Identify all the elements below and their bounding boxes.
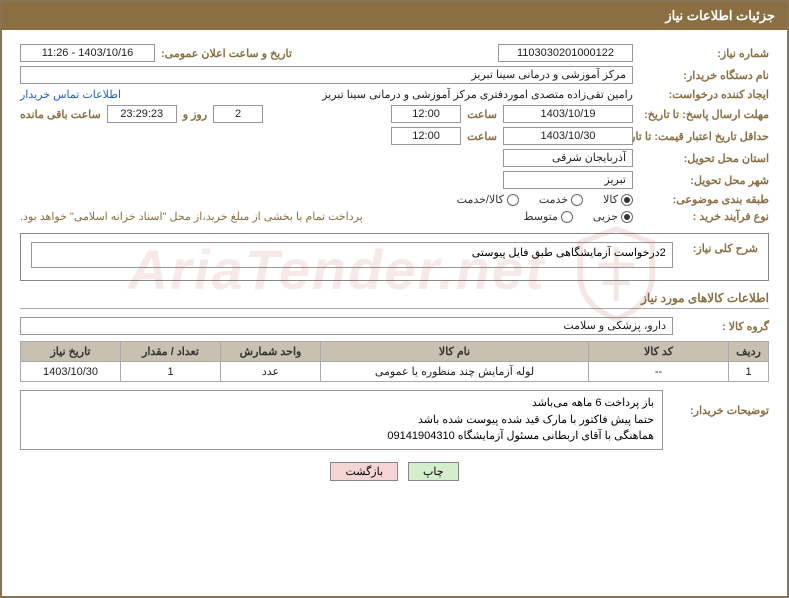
table-cell: لوله آزمایش چند منظوره یا عمومی — [321, 362, 589, 382]
table-header: نام کالا — [321, 342, 589, 362]
back-button[interactable]: بازگشت — [330, 462, 398, 481]
group-field: دارو، پزشکی و سلامت — [20, 317, 673, 335]
validity-date-field: 1403/10/30 — [503, 127, 633, 145]
table-header: ردیف — [729, 342, 769, 362]
radio-label: خدمت — [539, 193, 568, 206]
radio-label: متوسط — [523, 210, 558, 223]
desc-line: هماهنگی با آقای اربطانی مسئول آزمایشگاه … — [29, 428, 654, 445]
radio-label: کالا/خدمت — [457, 193, 504, 206]
process-option[interactable]: متوسط — [523, 210, 573, 223]
button-row: چاپ بازگشت — [20, 462, 769, 481]
radio-icon[interactable] — [561, 211, 573, 223]
table-cell: 1403/10/30 — [21, 362, 121, 382]
deadline-label: مهلت ارسال پاسخ: تا تاریخ: — [639, 108, 769, 121]
radio-icon[interactable] — [507, 194, 519, 206]
validity-label: حداقل تاریخ اعتبار قیمت: تا تاریخ: — [639, 130, 769, 143]
process-label: نوع فرآیند خرید : — [639, 210, 769, 223]
category-option[interactable]: کالا/خدمت — [457, 193, 519, 206]
page-title: جزئیات اطلاعات نیاز — [2, 2, 787, 30]
process-note: پرداخت تمام یا بخشی از مبلغ خرید،از محل … — [20, 210, 363, 223]
deadline-date-field: 1403/10/19 — [503, 105, 633, 123]
radio-icon[interactable] — [621, 211, 633, 223]
table-cell: عدد — [221, 362, 321, 382]
category-option[interactable]: خدمت — [539, 193, 583, 206]
buyer-desc-label: توضیحات خریدار: — [669, 390, 769, 417]
main-frame: جزئیات اطلاعات نیاز شماره نیاز: 11030302… — [0, 0, 789, 598]
days-word: روز و — [183, 108, 207, 121]
table-header: کد کالا — [589, 342, 729, 362]
category-radio-group: کالا خدمت کالا/خدمت — [457, 193, 633, 206]
desc-line: حتما پیش فاکتور با مارک قید شده پیوست شد… — [29, 412, 654, 429]
deadline-time-field: 12:00 — [391, 105, 461, 123]
radio-icon[interactable] — [621, 194, 633, 206]
category-option[interactable]: کالا — [603, 193, 633, 206]
group-label: گروه کالا : — [679, 320, 769, 333]
buyer-desc-box: باز پرداخت 6 ماهه می‌باشدحتما پیش فاکتور… — [20, 390, 663, 450]
table-cell: 1 — [121, 362, 221, 382]
summary-text: 2درخواست آزمایشگاهی طبق فایل پیوستی — [31, 242, 673, 268]
radio-label: جزیی — [593, 210, 618, 223]
buyer-org-field: مرکز آموزشی و درمانی سینا تبریز — [20, 66, 633, 84]
items-table: ردیفکد کالانام کالاواحد شمارشتعداد / مقد… — [20, 341, 769, 382]
process-option[interactable]: جزیی — [593, 210, 633, 223]
radio-label: کالا — [603, 193, 618, 206]
table-header: واحد شمارش — [221, 342, 321, 362]
need-number-field: 1103030201000122 — [498, 44, 633, 62]
buyer-org-label: نام دستگاه خریدار: — [639, 69, 769, 82]
print-button[interactable]: چاپ — [408, 462, 459, 481]
content-area: شماره نیاز: 1103030201000122 تاریخ و ساع… — [2, 30, 787, 495]
city-field: تبریز — [503, 171, 633, 189]
time-label-1: ساعت — [467, 108, 497, 121]
desc-line: باز پرداخت 6 ماهه می‌باشد — [29, 395, 654, 412]
items-section-title: اطلاعات کالاهای مورد نیاز — [20, 291, 769, 309]
table-cell: 1 — [729, 362, 769, 382]
province-field: آذربایجان شرقی — [503, 149, 633, 167]
table-cell: -- — [589, 362, 729, 382]
summary-label: شرح کلی نیاز: — [679, 242, 758, 255]
category-label: طبقه بندی موضوعی: — [639, 193, 769, 206]
buyer-contact-link[interactable]: اطلاعات تماس خریدار — [20, 88, 121, 101]
announce-date-field: 1403/10/16 - 11:26 — [20, 44, 155, 62]
creator-label: ایجاد کننده درخواست: — [639, 88, 769, 101]
hours-left-field: 23:29:23 — [107, 105, 177, 123]
need-number-label: شماره نیاز: — [639, 47, 769, 60]
summary-box: شرح کلی نیاز: 2درخواست آزمایشگاهی طبق فا… — [20, 233, 769, 281]
province-label: استان محل تحویل: — [639, 152, 769, 165]
time-label-2: ساعت — [467, 130, 497, 143]
remain-label: ساعت باقی مانده — [20, 108, 101, 121]
table-row: 1--لوله آزمایش چند منظوره یا عمومیعدد114… — [21, 362, 769, 382]
validity-time-field: 12:00 — [391, 127, 461, 145]
creator-text: رامین تقی‌زاده متصدی اموردفتری مرکز آموز… — [322, 88, 633, 101]
table-header: تعداد / مقدار — [121, 342, 221, 362]
announce-date-label: تاریخ و ساعت اعلان عمومی: — [161, 47, 292, 60]
city-label: شهر محل تحویل: — [639, 174, 769, 187]
process-radio-group: جزیی متوسط — [523, 210, 633, 223]
radio-icon[interactable] — [571, 194, 583, 206]
days-left-field: 2 — [213, 105, 263, 123]
table-header: تاریخ نیاز — [21, 342, 121, 362]
